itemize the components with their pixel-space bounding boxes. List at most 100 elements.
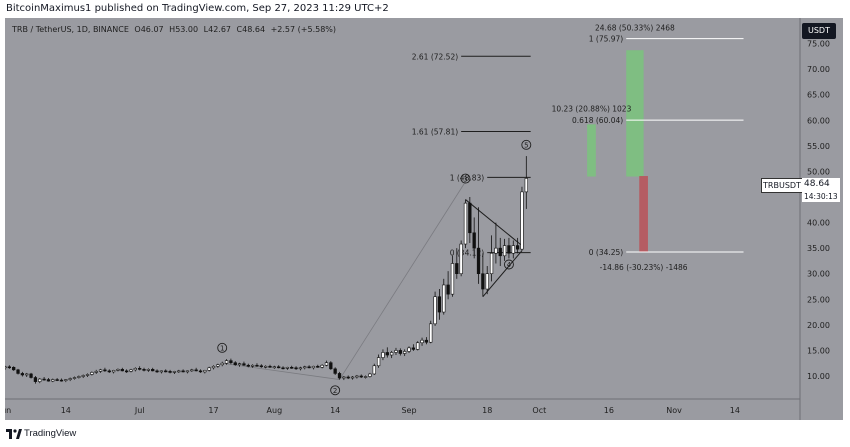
candle-body [455, 263, 459, 275]
candle-body [229, 360, 233, 363]
candle-body [502, 245, 507, 257]
candle-body [394, 350, 398, 353]
candle-body [511, 245, 515, 254]
candle-body [442, 284, 446, 313]
candle-body [177, 370, 181, 373]
fib-label: 1.61 (57.81) [412, 127, 458, 136]
candle-body [259, 365, 263, 368]
candle-body [468, 202, 472, 234]
candle-body [142, 369, 146, 371]
candle-body [416, 342, 420, 350]
candle-body [185, 370, 190, 373]
candle-body [337, 373, 342, 379]
candle-body [116, 369, 120, 371]
wave-circle [217, 342, 228, 353]
candle-body [168, 371, 172, 373]
candle-body [55, 379, 59, 381]
x-tick-label: 14 [730, 406, 740, 415]
range-label: 0 (34.25) [589, 248, 624, 257]
change-value: +2.57 (+5.58%) [270, 25, 337, 34]
candle-body [42, 378, 46, 381]
chart-area[interactable]: 10.0015.0020.0025.0030.0035.0040.0045.00… [5, 18, 843, 420]
y-tick-label: 65.00 [807, 91, 830, 100]
measure-label: 10.23 (20.88%) 1023 [552, 105, 632, 114]
candle-body [107, 370, 111, 373]
x-tick-label: 14 [330, 406, 340, 415]
x-tick-label: Aug [267, 406, 283, 415]
wave-circle [503, 259, 514, 270]
y-tick-label: 20.00 [807, 321, 830, 330]
candle-body [494, 247, 498, 254]
bar-countdown: 14:30:13 [802, 191, 840, 202]
range-label: 1 (75.97) [589, 35, 624, 44]
measure-bar [639, 176, 648, 252]
candle-body [342, 376, 346, 379]
candle-body [98, 369, 103, 372]
candle-body [459, 243, 463, 275]
candle-body [59, 379, 64, 382]
candle-body [368, 373, 372, 377]
candle-body [194, 369, 198, 372]
high-value: H53.00 [169, 25, 199, 34]
candle-body [90, 372, 94, 375]
symbol-label: TRB / TetherUS, 1D, BINANCE [12, 25, 129, 34]
measure-label: -14.86 (-30.23%) -1486 [600, 263, 688, 272]
ticker-badge: TRBUSDT [761, 178, 803, 193]
fib-label: 1 (48.83) [450, 173, 485, 182]
x-tick-label: Sep [401, 406, 416, 415]
candle-body [81, 375, 85, 377]
open-value: O46.07 [134, 25, 164, 34]
candle-body [233, 362, 237, 366]
publish-text: BitcoinMaximus1 published on TradingView… [6, 3, 389, 14]
wave-circle [330, 385, 341, 396]
wave-label: 1 [220, 345, 224, 353]
candle-body [290, 366, 294, 369]
candle-body [68, 378, 72, 380]
candle-body [355, 375, 359, 378]
price-chart[interactable]: 10.0015.0020.0025.0030.0035.0040.0045.00… [5, 18, 843, 420]
y-tick-label: 55.00 [807, 142, 830, 151]
candle-body [155, 370, 159, 373]
candle-body [264, 365, 268, 368]
candle-body [77, 376, 81, 378]
y-tick-label: 75.00 [807, 40, 830, 49]
candle-body [329, 362, 333, 370]
candle-body [281, 367, 285, 370]
candle-body [172, 371, 177, 373]
candle-body [403, 351, 407, 354]
measure-bar [587, 124, 596, 177]
x-tick-label: 14 [61, 406, 71, 415]
tradingview-brand[interactable]: TradingView [24, 428, 77, 439]
candle-body [246, 364, 250, 367]
candle-body [164, 370, 168, 373]
candle-body [72, 377, 77, 379]
candle-body [385, 352, 389, 356]
candle-body [311, 365, 316, 369]
candle-body [203, 370, 207, 373]
y-tick-label: 70.00 [807, 65, 830, 74]
candle-body [463, 202, 468, 245]
candle-body [407, 347, 411, 352]
currency-badge[interactable]: USDT [802, 23, 836, 39]
candle-body [398, 350, 402, 354]
triangle-lower-line [482, 250, 523, 298]
candle-body [420, 339, 424, 344]
candle-body [389, 352, 394, 356]
tradingview-logo-icon[interactable] [6, 429, 22, 439]
x-tick-label: 17 [208, 406, 218, 415]
y-tick-label: 25.00 [807, 295, 830, 304]
y-tick-label: 15.00 [807, 346, 830, 355]
candle-body [303, 366, 307, 369]
x-tick-label: Jun [5, 406, 11, 415]
wave-label: 3 [463, 175, 467, 183]
candle-body [12, 366, 16, 371]
wave-circle [521, 139, 532, 150]
candle-body [324, 362, 329, 366]
candle-body [346, 376, 350, 379]
candle-body [429, 323, 433, 343]
candle-body [124, 370, 129, 373]
candle-body [424, 339, 429, 343]
candle-body [255, 364, 259, 367]
candle-body [138, 368, 142, 370]
